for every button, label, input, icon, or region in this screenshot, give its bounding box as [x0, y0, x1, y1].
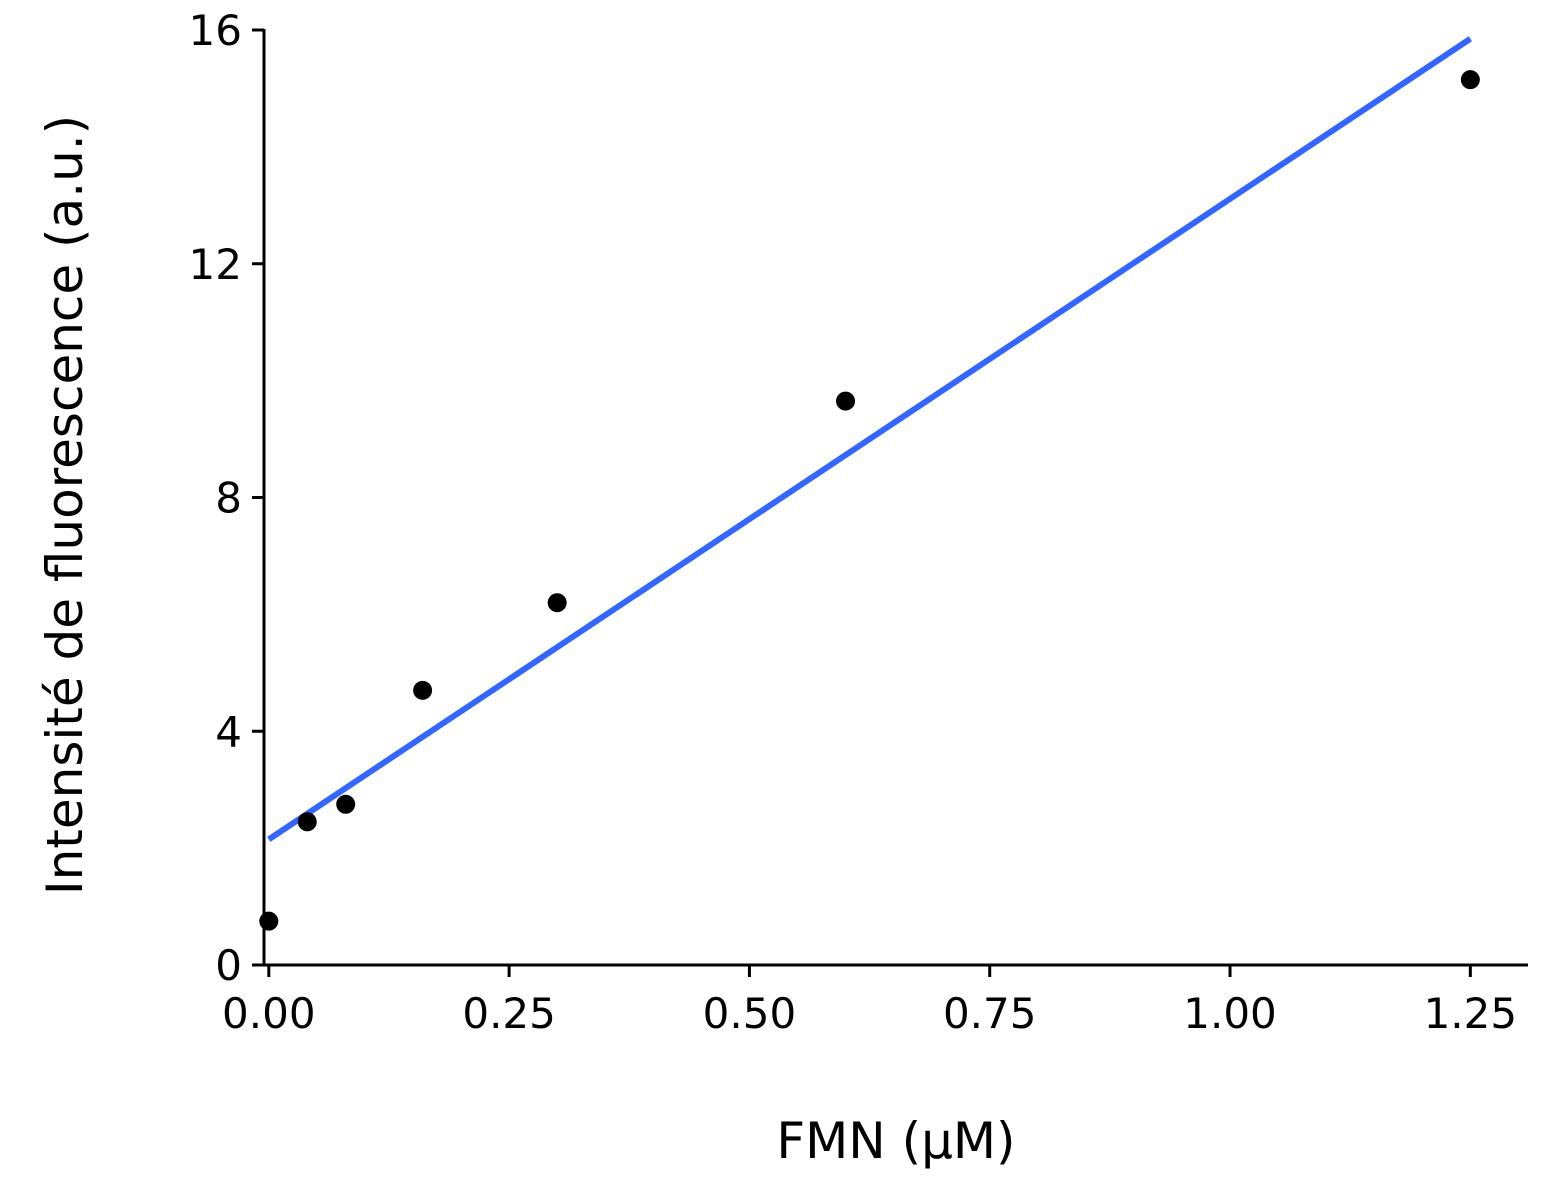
x-tick-label: 0.75 — [943, 989, 1037, 1038]
y-tick-label: 0 — [215, 941, 242, 990]
data-point — [336, 794, 356, 814]
data-point — [1460, 70, 1480, 90]
x-ticks: 0.00 0.25 0.50 0.75 1.00 1.25 — [222, 965, 1517, 1038]
y-tick-label: 16 — [189, 6, 242, 55]
points-layer — [259, 70, 1480, 931]
y-tick-label: 8 — [215, 474, 242, 523]
x-tick-label: 1.00 — [1183, 989, 1277, 1038]
data-point — [297, 812, 317, 832]
x-axis-title: FMN (µM) — [776, 1112, 1015, 1170]
y-tick-label: 4 — [215, 707, 242, 756]
y-ticks: 0 4 8 12 16 — [189, 6, 264, 990]
fit-line — [267, 36, 1472, 842]
x-tick-label: 0.00 — [222, 989, 316, 1038]
axes — [262, 29, 1528, 967]
data-point — [259, 911, 279, 931]
x-tick-label: 0.25 — [462, 989, 556, 1038]
data-point — [547, 593, 567, 613]
data-point — [836, 391, 856, 411]
y-axis-title: Intensité de fluorescence (a.u.) — [36, 115, 94, 895]
fit-layer — [267, 36, 1472, 842]
data-point — [413, 680, 433, 700]
y-tick-label: 12 — [189, 240, 242, 289]
x-tick-label: 0.50 — [703, 989, 797, 1038]
x-tick-label: 1.25 — [1424, 989, 1518, 1038]
